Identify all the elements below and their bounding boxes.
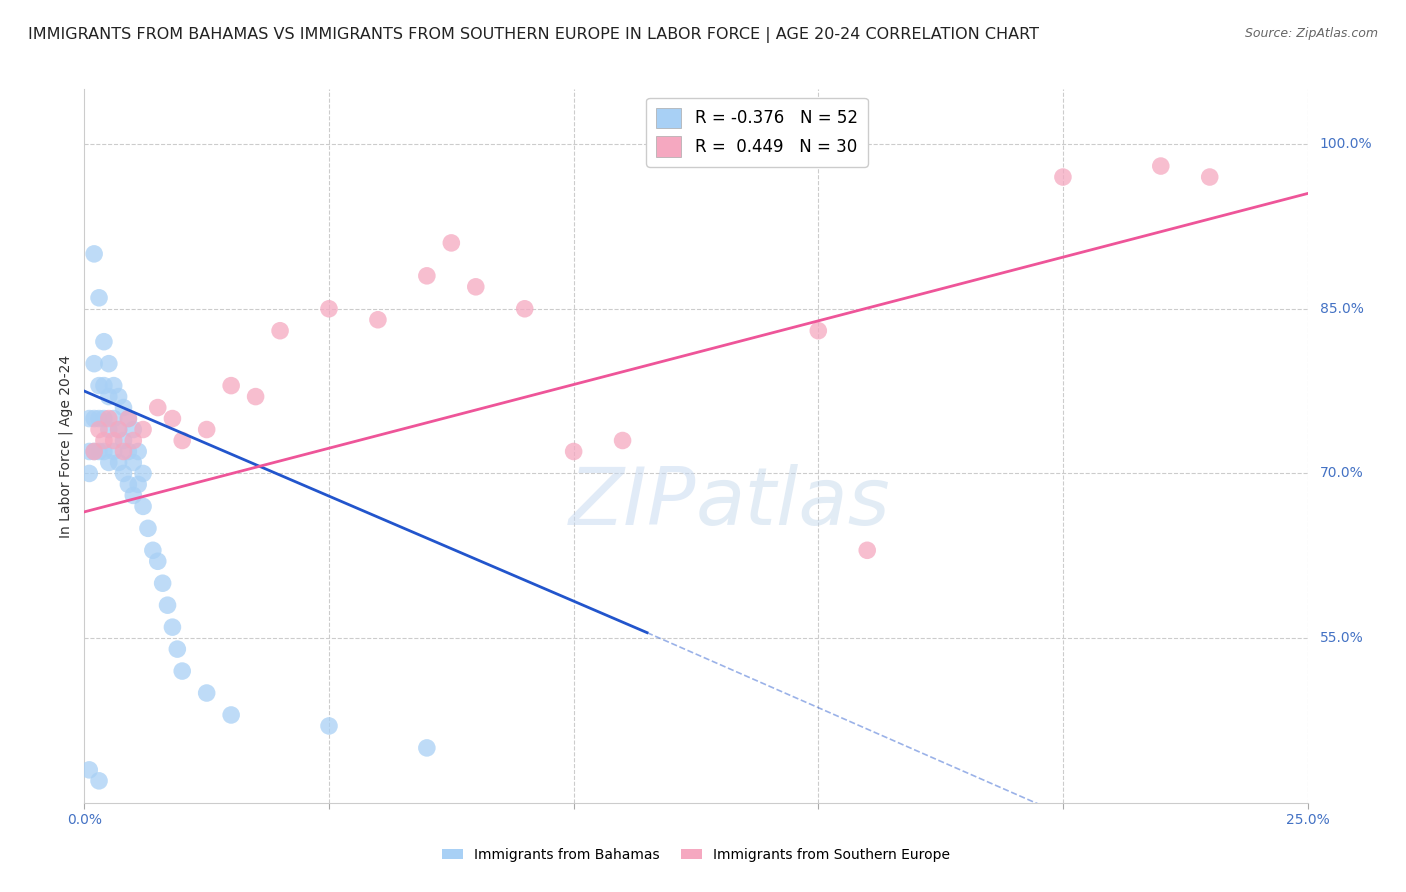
Point (127, 477, 149, 491)
Text: 85.0%: 85.0% (1320, 301, 1364, 316)
Point (117, 411, 139, 425)
Point (112, 444, 135, 458)
Point (97, 455, 120, 469)
Point (219, 378, 242, 392)
Point (318, 719, 340, 733)
Point (127, 444, 149, 458)
Point (103, 378, 125, 392)
Point (122, 455, 145, 469)
Point (107, 455, 129, 469)
Point (83, 444, 105, 458)
Point (107, 423, 129, 437)
Point (122, 488, 145, 502)
Point (146, 554, 169, 568)
Point (1198, 169, 1220, 184)
Point (117, 411, 139, 425)
Point (117, 444, 139, 458)
Text: atlas: atlas (696, 464, 891, 542)
Point (103, 444, 125, 458)
Point (172, 664, 194, 678)
Point (464, 280, 486, 294)
Point (440, 235, 463, 250)
Point (83, 247, 105, 261)
Point (219, 708, 242, 723)
Point (93, 378, 115, 392)
Y-axis label: In Labor Force | Age 20-24: In Labor Force | Age 20-24 (59, 354, 73, 538)
Point (83, 357, 105, 371)
Point (117, 477, 139, 491)
Point (172, 434, 194, 448)
Point (1052, 169, 1074, 184)
Point (87, 291, 110, 305)
Point (807, 324, 830, 338)
Text: 100.0%: 100.0% (1320, 137, 1372, 151)
Point (166, 642, 188, 657)
Point (132, 500, 155, 514)
Point (107, 390, 129, 404)
Point (87, 378, 110, 392)
Point (93, 434, 115, 448)
Point (93, 444, 115, 458)
Point (245, 390, 267, 404)
Point (162, 411, 184, 425)
Point (318, 301, 340, 316)
Text: 70.0%: 70.0% (1320, 467, 1364, 481)
Point (83, 411, 105, 425)
Point (93, 334, 115, 349)
Point (93, 411, 115, 425)
Point (112, 467, 135, 481)
Point (77, 467, 100, 481)
Point (97, 390, 120, 404)
Point (132, 423, 155, 437)
Text: 55.0%: 55.0% (1320, 632, 1364, 645)
Point (87, 444, 110, 458)
Point (77, 411, 100, 425)
Point (1150, 159, 1173, 173)
Legend: Immigrants from Bahamas, Immigrants from Southern Europe: Immigrants from Bahamas, Immigrants from… (437, 842, 955, 867)
Point (416, 740, 439, 755)
Point (103, 434, 125, 448)
Point (122, 423, 145, 437)
Point (195, 686, 218, 700)
Point (156, 598, 179, 612)
Point (112, 401, 135, 415)
Text: Source: ZipAtlas.com: Source: ZipAtlas.com (1244, 27, 1378, 40)
Point (142, 543, 165, 558)
Point (152, 576, 174, 591)
Point (87, 773, 110, 788)
Point (562, 444, 585, 458)
Point (107, 423, 129, 437)
Point (97, 411, 120, 425)
Text: ZIP: ZIP (568, 464, 696, 542)
Point (146, 401, 169, 415)
Point (103, 411, 125, 425)
Point (97, 357, 120, 371)
Point (77, 444, 100, 458)
Point (136, 521, 159, 535)
Point (269, 324, 291, 338)
Point (97, 423, 120, 437)
Point (77, 763, 100, 777)
Point (513, 301, 536, 316)
Text: IMMIGRANTS FROM BAHAMAS VS IMMIGRANTS FROM SOUTHERN EUROPE IN LABOR FORCE | AGE : IMMIGRANTS FROM BAHAMAS VS IMMIGRANTS FR… (28, 27, 1039, 43)
Point (112, 434, 135, 448)
Point (87, 411, 110, 425)
Point (87, 423, 110, 437)
Point (195, 423, 218, 437)
Point (83, 444, 105, 458)
Point (612, 434, 634, 448)
Point (122, 434, 145, 448)
Point (416, 268, 439, 283)
Point (367, 312, 389, 326)
Point (856, 543, 879, 558)
Point (132, 467, 155, 481)
Point (162, 620, 184, 634)
